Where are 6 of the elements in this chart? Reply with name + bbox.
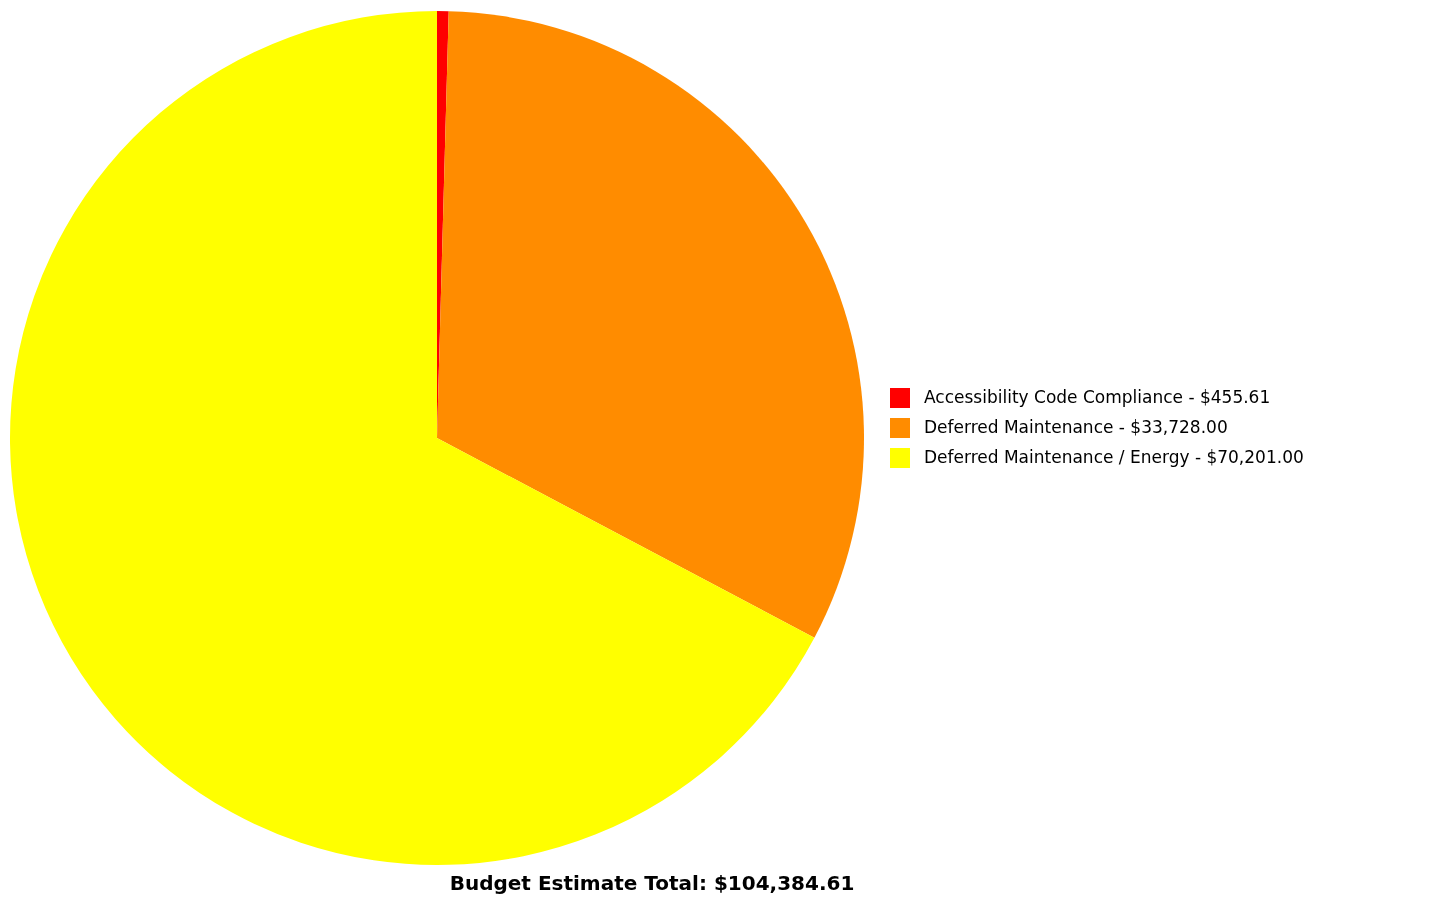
legend-label: Accessibility Code Compliance - $455.61 [924,387,1271,407]
pie-slice [10,11,815,865]
text: Budget Estimate Total: $104,384.61 [449,871,855,895]
legend-label: Deferred Maintenance / Energy - $70,201.00 [924,447,1304,467]
pie-slice [437,11,864,638]
legend-label: Deferred Maintenance - $33,728.00 [924,417,1228,437]
